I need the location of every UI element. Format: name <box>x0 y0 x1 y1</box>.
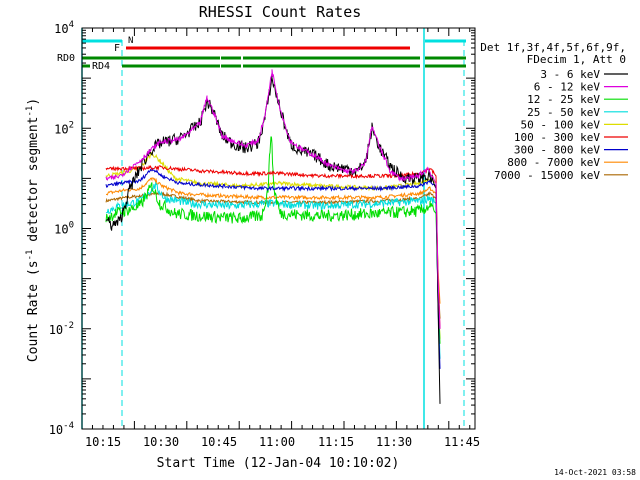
legend-entry: 7000 - 15000 keV <box>494 169 600 182</box>
legend: Det 1f,3f,4f,5f,6f,9f,FDecim 1, Att 0 3 -… <box>480 41 628 182</box>
flag-label-rd0: RD0 <box>57 53 75 64</box>
x-tick-label: 10:45 <box>201 435 237 449</box>
legend-header: FDecim 1, Att 0 <box>527 53 626 66</box>
x-tick-label: 11:30 <box>376 435 412 449</box>
plot-frame <box>81 27 476 430</box>
legend-entry: 3 - 6 keV <box>540 68 600 81</box>
x-tick-label: 11:00 <box>259 435 295 449</box>
y-tick-label: 100 <box>54 221 74 237</box>
y-axis: 10-4 10-2 100 102 104 <box>49 20 475 437</box>
legend-entry: 25 - 50 keV <box>527 106 600 119</box>
legend-header: Det 1f,3f,4f,5f,6f,9f, <box>480 41 626 54</box>
y-axis-label: Count Rate (s-1 detector segment-1) <box>25 98 41 362</box>
legend-entry: 300 - 800 keV <box>514 144 600 157</box>
series-line-12-25keV <box>105 136 441 344</box>
legend-entry: 12 - 25 keV <box>527 93 600 106</box>
series-line-25-50keV <box>105 181 441 359</box>
timestamp: 14-Oct-2021 03:58 <box>554 468 636 477</box>
series-line-100-300keV <box>105 164 441 329</box>
legend-entry: 50 - 100 keV <box>521 118 601 131</box>
x-axis: 10:15 10:30 10:45 11:00 11:15 11:30 11:45 <box>81 28 480 449</box>
series-line-300-800keV <box>105 167 441 369</box>
legend-entry: 100 - 300 keV <box>514 131 600 144</box>
y-tick-label: 102 <box>54 120 74 136</box>
x-tick-label: 11:15 <box>318 435 354 449</box>
x-tick-label: 11:45 <box>444 435 480 449</box>
plot-area: NF RD4 <box>81 28 466 429</box>
flag-label-n: N <box>128 36 133 46</box>
series-line-800-7000keV <box>106 177 441 304</box>
y-tick-label: 10-2 <box>49 321 74 337</box>
legend-entry: 800 - 7000 keV <box>507 156 600 169</box>
series-line-3-6keV <box>105 75 441 404</box>
x-axis-label: Start Time (12-Jan-04 10:10:02) <box>157 456 400 471</box>
x-tick-label: 10:15 <box>85 435 121 449</box>
y-tick-label: 104 <box>54 20 74 36</box>
chart-title: RHESSI Count Rates <box>199 3 362 21</box>
legend-entry: 6 - 12 keV <box>534 81 601 94</box>
y-tick-label: 10-4 <box>49 421 74 437</box>
series-line-6-12keV <box>105 69 441 329</box>
flag-label-f: F <box>114 43 120 54</box>
x-tick-label: 10:30 <box>143 435 179 449</box>
flag-label-rd4: RD4 <box>92 61 110 72</box>
